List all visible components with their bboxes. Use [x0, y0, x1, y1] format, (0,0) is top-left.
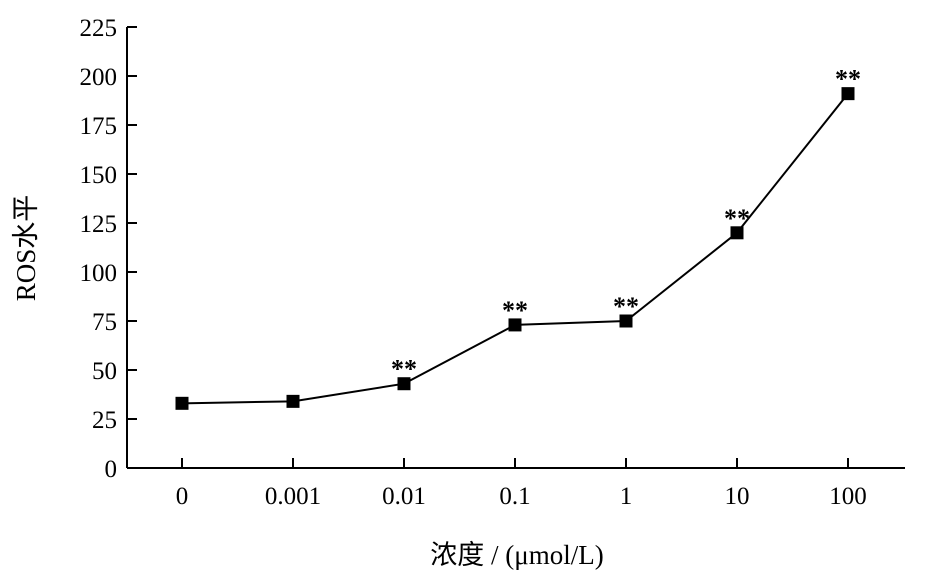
x-tick-label: 0.1	[499, 483, 530, 510]
y-ticks: 0 25 50 75 100 125 150 175 200 225	[80, 15, 137, 483]
y-tick-label: 100	[80, 260, 118, 287]
y-tick-label: 200	[80, 64, 118, 91]
x-tick-label: 10	[725, 483, 750, 510]
series-line	[181, 93, 849, 405]
y-tick-label: 125	[80, 211, 118, 238]
x-axis-label: 浓度 / (μmol/L)	[430, 540, 603, 570]
x-tick-label: 1	[620, 483, 633, 510]
series	[175, 87, 855, 410]
data-point	[841, 87, 855, 101]
significance-marker: **	[391, 355, 417, 384]
y-tick-label: 0	[105, 456, 118, 483]
y-tick-label: 75	[92, 309, 117, 336]
significance-marker: **	[835, 65, 861, 94]
x-ticks: 0 0.001 0.01 0.1 1 10 100	[176, 458, 867, 510]
data-point	[175, 396, 189, 410]
y-tick-label: 25	[92, 407, 117, 434]
data-point	[730, 226, 744, 240]
y-tick-label: 175	[80, 113, 118, 140]
x-tick-label: 100	[829, 483, 867, 510]
data-point	[286, 394, 300, 408]
data-point	[508, 318, 522, 332]
data-point	[619, 314, 633, 328]
significance-marker: **	[502, 296, 528, 325]
y-axis-label: ROS水平	[11, 195, 41, 302]
y-tick-label: 225	[80, 15, 118, 42]
x-tick-label: 0.001	[265, 483, 321, 510]
y-tick-label: 50	[92, 358, 117, 385]
significance-marker: **	[724, 204, 750, 233]
x-tick-label: 0	[176, 483, 189, 510]
annotations: ** ** ** ** **	[391, 65, 861, 384]
data-point	[397, 377, 411, 391]
y-tick-label: 150	[80, 162, 118, 189]
significance-marker: **	[613, 292, 639, 321]
x-tick-label: 0.01	[382, 483, 426, 510]
